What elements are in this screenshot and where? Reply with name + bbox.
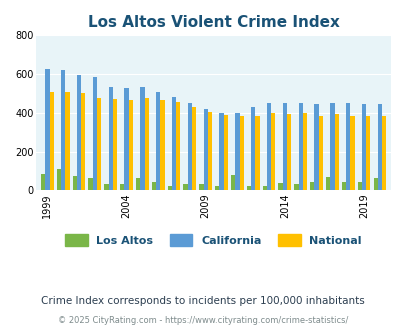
Bar xyxy=(72,176,77,190)
Text: © 2025 CityRating.com - https://www.cityrating.com/crime-statistics/: © 2025 CityRating.com - https://www.city… xyxy=(58,316,347,325)
Bar xyxy=(341,182,345,190)
Bar xyxy=(124,88,128,190)
Bar xyxy=(381,116,386,190)
Bar xyxy=(77,75,81,190)
Bar xyxy=(262,186,266,190)
Bar xyxy=(92,77,97,190)
Text: Crime Index corresponds to incidents per 100,000 inhabitants: Crime Index corresponds to incidents per… xyxy=(41,296,364,306)
Title: Los Altos Violent Crime Index: Los Altos Violent Crime Index xyxy=(87,15,339,30)
Bar xyxy=(128,100,132,190)
Bar xyxy=(140,87,144,190)
Bar xyxy=(207,112,211,190)
Bar xyxy=(151,182,156,190)
Bar xyxy=(313,104,318,190)
Bar xyxy=(223,115,228,190)
Bar xyxy=(57,169,61,190)
Bar xyxy=(144,98,148,190)
Bar xyxy=(357,182,361,190)
Bar xyxy=(65,91,69,190)
Bar xyxy=(97,98,101,190)
Bar xyxy=(294,184,298,190)
Bar xyxy=(282,103,286,190)
Bar xyxy=(373,178,377,190)
Bar xyxy=(81,93,85,190)
Bar xyxy=(88,178,92,190)
Bar xyxy=(203,109,207,190)
Bar xyxy=(239,116,243,190)
Bar xyxy=(302,113,307,190)
Bar xyxy=(113,99,117,190)
Bar xyxy=(156,91,160,190)
Bar xyxy=(266,103,271,190)
Bar xyxy=(136,178,140,190)
Bar xyxy=(286,114,291,190)
Bar xyxy=(309,182,313,190)
Bar xyxy=(345,103,350,190)
Bar xyxy=(361,104,365,190)
Bar xyxy=(234,113,239,190)
Bar xyxy=(108,87,113,190)
Bar xyxy=(192,107,196,190)
Bar xyxy=(120,183,124,190)
Bar xyxy=(365,116,370,190)
Bar xyxy=(334,114,338,190)
Bar xyxy=(160,100,164,190)
Bar xyxy=(104,183,108,190)
Bar xyxy=(350,116,354,190)
Bar xyxy=(278,182,282,190)
Bar xyxy=(230,175,234,190)
Bar xyxy=(377,104,381,190)
Bar xyxy=(325,177,329,190)
Bar xyxy=(250,107,255,190)
Bar xyxy=(167,186,171,190)
Bar xyxy=(199,184,203,190)
Bar xyxy=(45,69,49,190)
Bar xyxy=(183,184,187,190)
Bar xyxy=(176,102,180,190)
Bar xyxy=(329,103,334,190)
Bar xyxy=(187,103,192,190)
Bar xyxy=(171,97,176,190)
Bar xyxy=(41,174,45,190)
Bar xyxy=(219,113,223,190)
Bar xyxy=(298,103,302,190)
Bar xyxy=(318,116,322,190)
Bar xyxy=(246,186,250,190)
Bar xyxy=(255,116,259,190)
Bar xyxy=(49,91,53,190)
Bar xyxy=(61,70,65,190)
Legend: Los Altos, California, National: Los Altos, California, National xyxy=(61,230,365,250)
Bar xyxy=(271,113,275,190)
Bar xyxy=(215,186,219,190)
